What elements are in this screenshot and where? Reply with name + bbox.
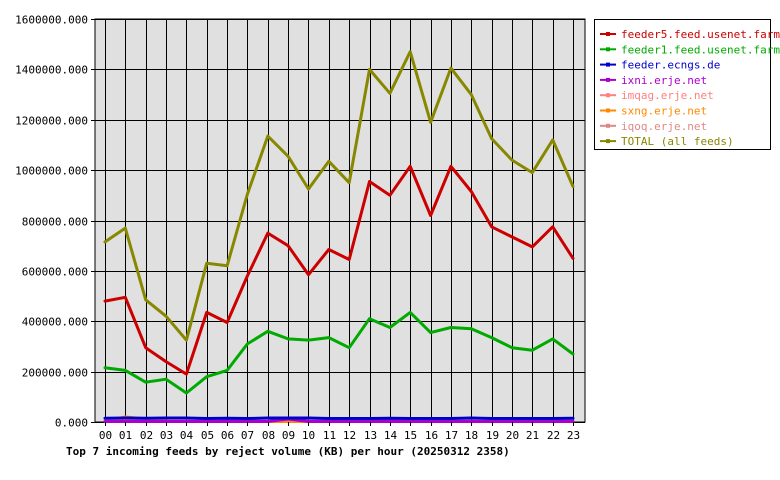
x-tick-label: 22 (547, 429, 560, 442)
x-tick-label: 19 (486, 429, 499, 442)
x-tick-label: 07 (241, 429, 254, 442)
x-tick-label: 15 (404, 429, 417, 442)
x-tick-label: 06 (221, 429, 234, 442)
legend-entry-label: ixni.erje.net (621, 74, 707, 87)
x-tick-label: 10 (302, 429, 315, 442)
y-tick-label: 200000.000 (22, 367, 88, 380)
x-tick-label: 17 (445, 429, 458, 442)
x-tick-label: 11 (323, 429, 336, 442)
legend-entry-label: TOTAL (all feeds) (621, 135, 734, 148)
x-tick-label: 01 (119, 429, 132, 442)
x-tick-label: 16 (425, 429, 438, 442)
y-tick-label: 600000.000 (22, 266, 88, 279)
x-tick-label: 09 (282, 429, 295, 442)
legend-entry-label: feeder.ecngs.de (621, 59, 720, 72)
legend-box (594, 19, 771, 150)
y-tick-label: 1600000.000 (15, 14, 88, 27)
series-line-7 (103, 50, 575, 342)
series-lines (103, 50, 575, 423)
x-tick-label: 21 (526, 429, 539, 442)
legend-swatch-marker (606, 47, 610, 52)
legend-swatch-marker (606, 93, 610, 98)
y-tick-label: 1200000.000 (15, 115, 88, 128)
legend-entry-label: feeder5.feed.usenet.farm (621, 28, 780, 41)
y-axis: 0.000 200000.000 400000.000 600000.000 80000… (15, 14, 95, 430)
y-tick-label: 800000.000 (22, 216, 88, 229)
legend-swatch-marker (606, 139, 610, 144)
x-tick-label: 00 (99, 429, 112, 442)
y-tick-label: 1400000.000 (15, 64, 88, 77)
x-tick-label: 04 (180, 429, 194, 442)
legend-swatch-marker (606, 32, 610, 36)
x-tick-label: 13 (364, 429, 377, 442)
x-tick-label: 23 (567, 429, 580, 442)
chart-title: Top 7 incoming feeds by reject volume (K… (66, 445, 510, 458)
y-tick-label: 400000.000 (22, 316, 88, 329)
x-tick-label: 02 (140, 429, 153, 442)
legend-swatch-marker (606, 62, 610, 67)
series-line-1 (103, 310, 575, 395)
y-tick-label: 0.000 (55, 417, 88, 430)
x-tick-label: 20 (506, 429, 519, 442)
x-tick-label: 03 (160, 429, 173, 442)
legend-swatch-marker (606, 123, 610, 128)
series-line-0 (103, 164, 575, 376)
legend-entry-label: feeder1.feed.usenet.farm (621, 43, 780, 56)
x-tick-label: 05 (201, 429, 214, 442)
y-tick-label: 1000000.000 (15, 165, 88, 178)
plot-background (94, 18, 586, 423)
x-tick-label: 14 (384, 429, 398, 442)
legend-entry-label: iqoq.erje.net (621, 120, 707, 133)
legend-entry-label: sxng.erje.net (621, 105, 707, 118)
series-line-3 (103, 417, 575, 423)
legend-entry-label: imqag.erje.net (621, 89, 714, 102)
x-tick-label: 18 (465, 429, 478, 442)
legend-swatch-marker (606, 77, 610, 82)
x-axis: 00 01 02 03 04 05 06 07 08 09 10 11 12 13 14 15 16 17 18 19… (99, 422, 580, 442)
series-line-2 (103, 416, 575, 420)
x-tick-label: 12 (343, 429, 356, 442)
legend-swatch-marker (606, 108, 610, 113)
x-tick-label: 08 (262, 429, 275, 442)
legend: feeder5.feed.usenet.farm feeder1.feed.use… (600, 28, 780, 148)
